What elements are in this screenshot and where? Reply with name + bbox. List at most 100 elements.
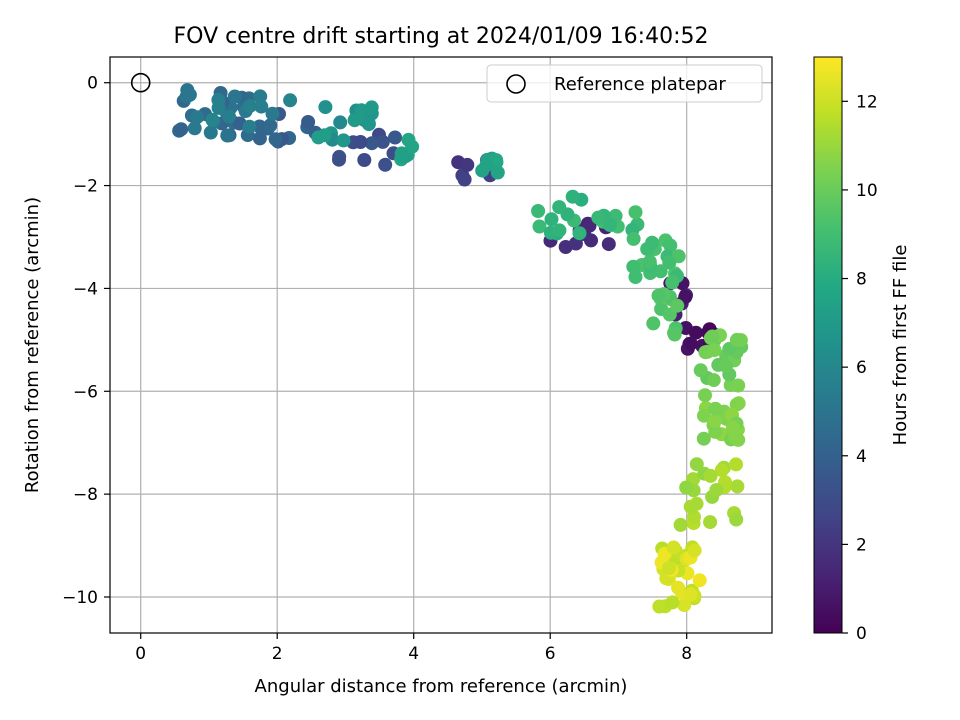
colorbar-tick-label: 0 bbox=[856, 624, 867, 644]
y-axis-ticks: 0 −2 −4 −6 −8 −10 bbox=[62, 74, 110, 608]
data-point bbox=[174, 122, 189, 137]
data-point bbox=[490, 165, 505, 180]
data-point bbox=[679, 480, 694, 495]
colorbar-tick-label: 2 bbox=[856, 535, 867, 555]
data-point bbox=[388, 130, 402, 145]
chart-title: FOV centre drift starting at 2024/01/09 … bbox=[174, 24, 709, 49]
data-point bbox=[205, 112, 220, 127]
data-point bbox=[317, 128, 332, 143]
y-tick-label: −2 bbox=[73, 177, 98, 197]
data-point bbox=[532, 219, 547, 234]
data-point bbox=[242, 99, 257, 114]
x-tick-label: 8 bbox=[681, 644, 692, 664]
data-point bbox=[725, 420, 740, 435]
data-point bbox=[646, 316, 661, 331]
data-point bbox=[662, 255, 677, 270]
data-point bbox=[667, 326, 682, 340]
data-point bbox=[653, 264, 668, 279]
data-point bbox=[301, 115, 316, 129]
data-point bbox=[182, 87, 197, 102]
data-point bbox=[729, 457, 743, 472]
data-point bbox=[696, 431, 711, 446]
data-point bbox=[357, 153, 372, 167]
data-point bbox=[552, 200, 567, 215]
data-point bbox=[353, 135, 368, 149]
x-axis-label: Angular distance from reference (arcmin) bbox=[255, 676, 628, 697]
y-tick-label: −4 bbox=[73, 279, 98, 299]
data-point bbox=[670, 298, 685, 313]
colorbar-ticks: 0 2 4 6 8 10 12 bbox=[842, 92, 878, 644]
data-point bbox=[662, 561, 677, 575]
data-point bbox=[584, 233, 598, 248]
data-point bbox=[703, 468, 718, 483]
data-point bbox=[552, 223, 567, 238]
data-point bbox=[729, 512, 744, 527]
data-point bbox=[683, 587, 698, 602]
data-point bbox=[626, 231, 641, 246]
data-point bbox=[361, 115, 376, 130]
data-point bbox=[460, 157, 475, 172]
data-point bbox=[708, 413, 722, 428]
data-point bbox=[222, 109, 236, 124]
data-point bbox=[544, 212, 559, 227]
data-point bbox=[729, 397, 744, 412]
data-point bbox=[601, 237, 616, 252]
data-point bbox=[332, 152, 346, 167]
data-point bbox=[394, 148, 409, 163]
data-point bbox=[683, 336, 698, 351]
data-point bbox=[719, 358, 733, 373]
plot-frame bbox=[109, 56, 773, 634]
data-point bbox=[203, 125, 218, 140]
data-point bbox=[364, 100, 379, 115]
data-point bbox=[714, 463, 729, 478]
data-point bbox=[268, 132, 283, 147]
data-point bbox=[265, 106, 280, 121]
data-point bbox=[698, 388, 712, 403]
data-point bbox=[666, 540, 681, 555]
x-tick-label: 6 bbox=[545, 644, 556, 664]
data-point bbox=[693, 363, 708, 378]
data-point bbox=[628, 205, 643, 220]
data-point bbox=[687, 543, 702, 558]
colorbar-tick-label: 12 bbox=[856, 92, 878, 112]
x-tick-label: 0 bbox=[135, 644, 146, 664]
y-tick-label: −10 bbox=[62, 588, 98, 608]
data-point bbox=[665, 275, 680, 290]
data-point bbox=[663, 238, 678, 253]
data-point bbox=[692, 573, 707, 588]
data-point bbox=[706, 373, 721, 388]
data-point bbox=[582, 218, 597, 233]
x-tick-label: 2 bbox=[272, 644, 283, 664]
data-point bbox=[375, 134, 390, 149]
data-point bbox=[283, 93, 298, 108]
data-point bbox=[364, 136, 379, 151]
data-point bbox=[591, 210, 606, 225]
data-point bbox=[336, 133, 351, 148]
data-point bbox=[227, 89, 242, 104]
data-point bbox=[457, 172, 472, 187]
data-point bbox=[677, 598, 692, 613]
data-point bbox=[572, 226, 587, 241]
data-point bbox=[707, 343, 722, 358]
legend: Reference platepar bbox=[486, 64, 763, 103]
colorbar-tick-label: 8 bbox=[856, 270, 867, 290]
colorbar-tick-label: 4 bbox=[856, 447, 867, 467]
data-point bbox=[697, 408, 711, 423]
data-point bbox=[347, 113, 362, 128]
colorbar-tick-label: 10 bbox=[856, 181, 878, 201]
data-point bbox=[479, 158, 494, 173]
reference-platepar-marker bbox=[130, 72, 151, 93]
y-axis-label: Rotation from reference (arcmin) bbox=[22, 197, 43, 493]
data-point bbox=[318, 100, 333, 115]
data-point bbox=[645, 235, 660, 250]
x-axis-ticks: 0 2 4 6 8 bbox=[135, 633, 692, 664]
y-tick-label: −6 bbox=[73, 382, 98, 402]
data-point bbox=[673, 517, 688, 532]
data-point bbox=[642, 254, 657, 269]
legend-label: Reference platepar bbox=[554, 74, 726, 95]
data-point bbox=[378, 157, 393, 172]
data-point bbox=[652, 599, 667, 614]
data-point bbox=[333, 115, 348, 130]
data-point bbox=[405, 139, 420, 154]
colorbar-tick-label: 6 bbox=[856, 358, 867, 378]
